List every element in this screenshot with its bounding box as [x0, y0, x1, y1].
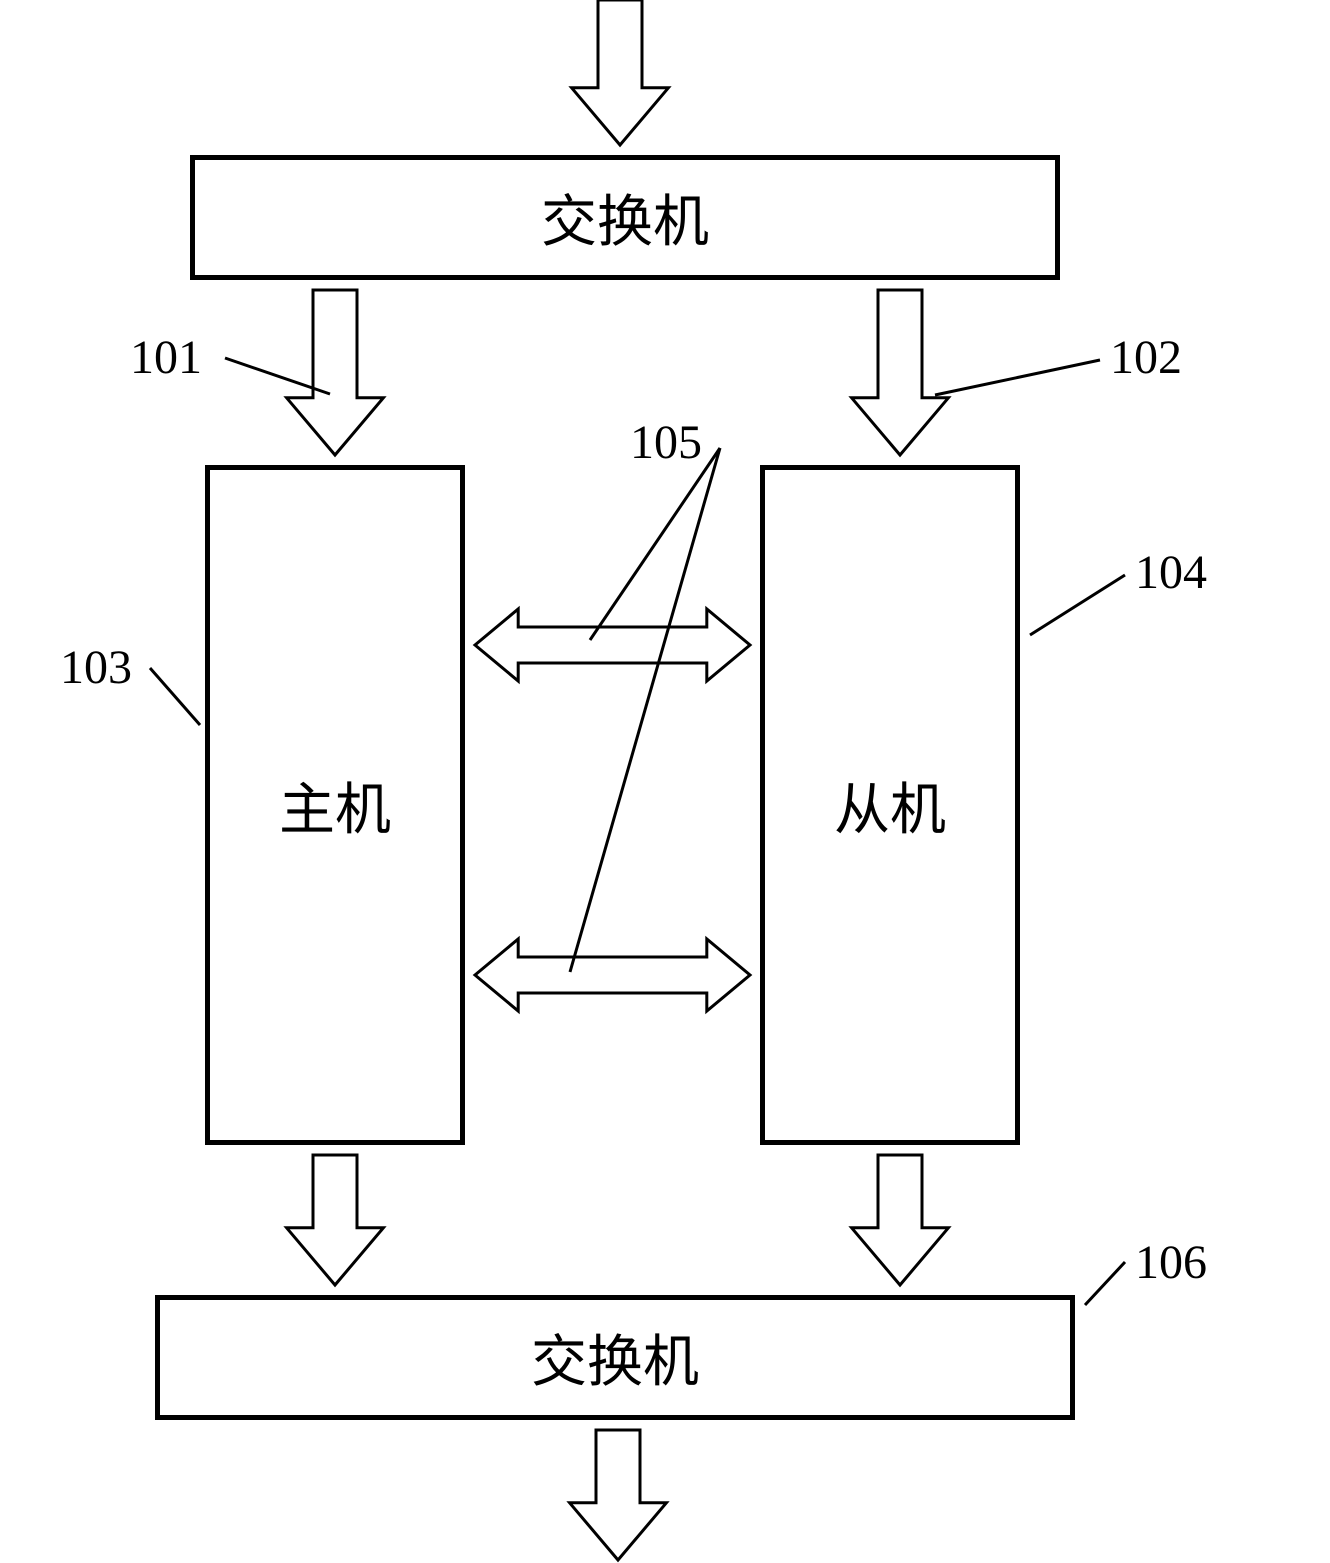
master-box: 主机	[205, 465, 465, 1145]
arrow-slave_to_sw2	[852, 1155, 949, 1285]
slave-box: 从机	[760, 465, 1020, 1145]
arrow-top_in	[572, 0, 669, 145]
label-106: 106	[1135, 1235, 1207, 1290]
switch-top-label: 交换机	[541, 177, 709, 258]
label-101: 101	[130, 330, 202, 385]
label-104: 104	[1135, 545, 1207, 600]
diagram-canvas: 交换机 主机 从机 交换机 101 102 103 104 105 106	[0, 0, 1330, 1563]
arrow-master_to_sw2	[287, 1155, 384, 1285]
leader-l104	[1030, 575, 1125, 635]
label-102: 102	[1110, 330, 1182, 385]
switch-top-box: 交换机	[190, 155, 1060, 280]
switch-bottom-label: 交换机	[531, 1317, 699, 1398]
leader-l106	[1085, 1262, 1125, 1305]
label-105: 105	[630, 415, 702, 470]
leader-l105_b	[570, 448, 720, 972]
leader-l102	[935, 360, 1100, 395]
master-label: 主机	[279, 765, 391, 846]
leader-l103	[150, 668, 200, 725]
leader-l105_a	[590, 448, 720, 640]
arrow-sw_to_master	[287, 290, 384, 455]
arrow-sw_to_slave	[852, 290, 949, 455]
leader-l101	[225, 358, 330, 394]
arrow-bi_upper	[475, 609, 750, 681]
slave-label: 从机	[834, 765, 946, 846]
arrow-bi_lower	[475, 939, 750, 1011]
switch-bottom-box: 交换机	[155, 1295, 1075, 1420]
label-103: 103	[60, 640, 132, 695]
arrow-bottom_out	[570, 1430, 667, 1560]
